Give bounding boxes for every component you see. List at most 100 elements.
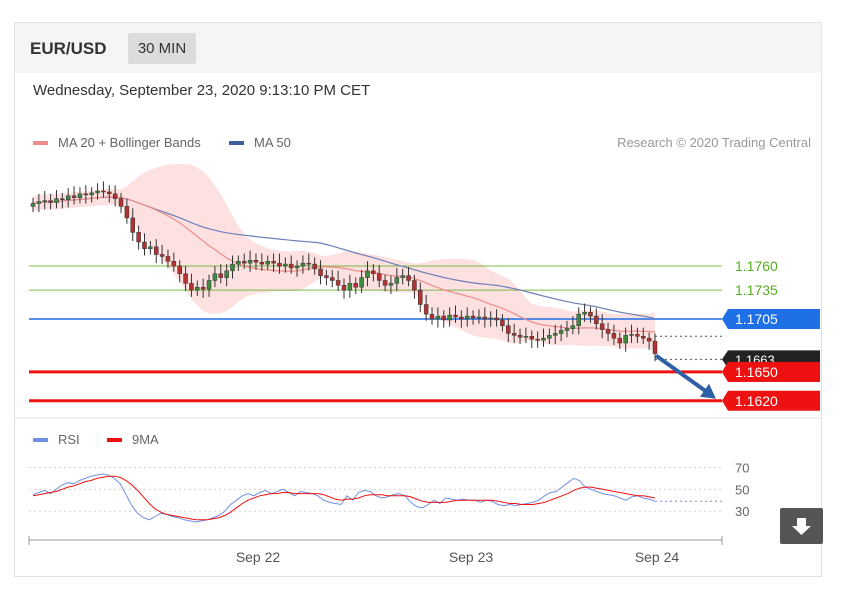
candle-body (470, 315, 476, 319)
level-tag-1.1705 (722, 308, 820, 329)
candle-body (177, 265, 182, 274)
candle-body (277, 262, 282, 267)
candle-body (617, 337, 623, 344)
candle-body (394, 277, 400, 284)
rsi-swatch (33, 437, 48, 442)
candle-body (388, 283, 394, 286)
candle-body (288, 263, 294, 269)
candle-body (341, 285, 347, 291)
x-tick-label: Sep 23 (449, 549, 494, 565)
candle-body (153, 246, 159, 255)
candle-body (347, 283, 353, 291)
candle-body (253, 260, 259, 263)
candle-body (506, 325, 511, 334)
candle-body (365, 270, 370, 278)
rsi-tick-50: 50 (735, 482, 749, 497)
candle-body (511, 333, 517, 336)
currency-pair: EUR/USD (30, 39, 107, 58)
candle-body (652, 340, 658, 354)
candle-body (500, 319, 505, 326)
candle-body (376, 273, 382, 281)
candle-body (77, 193, 83, 198)
level-tag-1.1620 (722, 390, 820, 411)
candle-body (306, 262, 312, 265)
candle-body (517, 335, 523, 338)
candle-body (271, 260, 276, 264)
candle-body (599, 323, 605, 330)
candle-body (588, 311, 593, 317)
level-label-1.1735: 1.1735 (735, 282, 778, 298)
candle-body (83, 193, 89, 196)
candle-body (453, 314, 458, 318)
candle-body (112, 193, 118, 199)
candle-body (324, 275, 329, 278)
candle-body (30, 203, 36, 207)
candle-body (541, 337, 546, 341)
legend-rsi-ma-label: 9MA (132, 432, 159, 447)
bollinger-band (33, 164, 655, 352)
level-tag-overlay (722, 361, 820, 382)
candle-body (247, 260, 253, 264)
candle-body (283, 263, 288, 267)
timeframe-badge[interactable]: 30 MIN (128, 33, 196, 64)
candle-body (36, 201, 42, 204)
candle-body (371, 270, 376, 274)
x-tick-label: Sep 22 (236, 549, 281, 565)
download-button[interactable] (780, 508, 823, 544)
candle-body (623, 335, 628, 344)
candle-body (353, 283, 358, 288)
candle-body (183, 273, 188, 284)
candle-body (165, 256, 171, 262)
candle-body (459, 316, 464, 320)
ma20-line (32, 196, 656, 333)
rsi-tick-30: 30 (735, 504, 749, 519)
level-label-1.1620: 1.1620 (735, 393, 778, 409)
candle-body (312, 263, 317, 270)
candle-body (529, 336, 535, 340)
candle-body (200, 286, 206, 290)
rsi-tick-70: 70 (735, 460, 749, 475)
candle-body (441, 315, 447, 321)
candle-body (236, 260, 241, 265)
candle-body (130, 217, 136, 233)
chart-card: EUR/USD 30 MIN Wednesday, September 23, … (14, 22, 822, 577)
candle-body (171, 260, 177, 267)
timestamp: Wednesday, September 23, 2020 9:13:10 PM… (33, 82, 371, 99)
candle-body (330, 277, 335, 281)
candle-body (558, 330, 564, 334)
candle-body (124, 206, 130, 219)
candle-body (464, 315, 470, 320)
candle-body (594, 315, 599, 325)
rsi-ma-line (32, 475, 656, 521)
candle-body (224, 270, 229, 278)
level-label-1.1705: 1.1705 (735, 311, 778, 327)
download-arrow-icon (792, 518, 811, 535)
candle-body (54, 198, 59, 203)
candle-body (71, 195, 77, 198)
candle-body (418, 289, 423, 305)
candle-body (148, 246, 153, 249)
candle-body (547, 335, 552, 339)
candle-body (400, 275, 405, 278)
candle-body (101, 190, 106, 193)
candle-body (359, 277, 364, 288)
candle-body (259, 261, 265, 265)
candle-body (629, 334, 634, 336)
x-tick-label: Sep 24 (635, 549, 680, 565)
candle-body (611, 333, 617, 339)
candle-body (635, 334, 640, 337)
candle-body (107, 191, 112, 195)
candle-body (570, 325, 576, 329)
candle-body (118, 198, 124, 207)
research-credit: Research © 2020 Trading Central (617, 135, 811, 150)
ma50-swatch (229, 140, 244, 145)
candle-body (206, 280, 212, 290)
candle-body (412, 280, 417, 291)
candle-body (435, 315, 441, 320)
legend-rsi: RSI (33, 432, 80, 447)
legend-ma50-label: MA 50 (254, 135, 291, 150)
candle-body (382, 280, 388, 286)
candle-body (535, 338, 540, 341)
candle-body (423, 304, 429, 315)
